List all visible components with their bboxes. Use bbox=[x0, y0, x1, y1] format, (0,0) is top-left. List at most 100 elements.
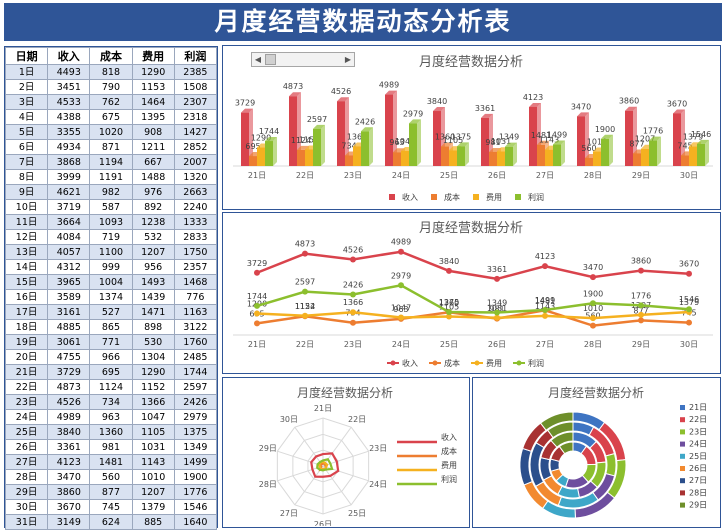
data-label: 1375 bbox=[451, 132, 471, 141]
bar bbox=[641, 148, 649, 166]
bar-side bbox=[609, 134, 613, 166]
legend-label: 27日 bbox=[689, 476, 707, 485]
data-label: 3361 bbox=[475, 104, 495, 113]
value-cell: 695 bbox=[89, 364, 133, 380]
value-cell: 1374 bbox=[89, 289, 133, 305]
bar-side bbox=[681, 109, 685, 166]
table-row: 22日 4873 1124 1152 2597 bbox=[4, 379, 218, 395]
scroll-thumb[interactable] bbox=[265, 54, 276, 65]
slice bbox=[547, 421, 574, 439]
scroll-left-icon[interactable]: ◀ bbox=[254, 55, 262, 64]
data-label: 734 bbox=[341, 141, 356, 150]
data-point bbox=[542, 312, 548, 319]
data-label: 1124 bbox=[295, 302, 315, 311]
legend-swatch bbox=[680, 502, 685, 508]
data-label: 4123 bbox=[535, 252, 555, 261]
value-cell: 1488 bbox=[131, 169, 175, 185]
bar-side bbox=[273, 137, 277, 166]
data-point bbox=[350, 291, 356, 298]
date-range-scrollbar[interactable]: ◀ ▶ bbox=[251, 52, 355, 67]
tick-label: 25日 bbox=[348, 509, 366, 518]
bar bbox=[689, 146, 697, 166]
scroll-right-icon[interactable]: ▶ bbox=[344, 55, 352, 64]
data-point bbox=[686, 270, 692, 277]
data-label: 2597 bbox=[295, 278, 315, 287]
tick-label: 29日 bbox=[632, 340, 650, 349]
value-cell: 1020 bbox=[89, 124, 133, 140]
bar bbox=[393, 152, 401, 166]
value-cell: 734 bbox=[89, 394, 133, 410]
data-label: 1375 bbox=[439, 298, 459, 307]
bar-top bbox=[297, 145, 309, 150]
data-label: 1481 bbox=[531, 131, 551, 140]
value-cell: 982 bbox=[89, 184, 133, 200]
value-cell: 963 bbox=[89, 409, 133, 425]
value-cell: 1349 bbox=[173, 439, 218, 455]
value-cell: 1105 bbox=[131, 424, 175, 440]
date-cell: 4日 bbox=[4, 109, 49, 125]
date-cell: 16日 bbox=[4, 289, 49, 305]
tick-label: 26日 bbox=[488, 171, 506, 180]
data-label: 3470 bbox=[571, 102, 591, 111]
legend-swatch bbox=[389, 194, 395, 200]
bar-side bbox=[393, 90, 397, 166]
value-cell: 1900 bbox=[173, 469, 218, 485]
data-label: 1349 bbox=[499, 133, 519, 142]
legend-label: 费用 bbox=[441, 460, 457, 470]
date-cell: 28日 bbox=[4, 469, 49, 485]
data-label: 1360 bbox=[435, 133, 455, 142]
value-cell: 885 bbox=[131, 514, 175, 530]
data-point bbox=[590, 274, 596, 281]
table-row: 30日 3670 745 1379 1546 bbox=[4, 499, 218, 515]
data-label: 4526 bbox=[331, 87, 351, 96]
table-row: 10日 3719 587 892 2240 bbox=[4, 199, 218, 215]
legend-label: 26日 bbox=[689, 464, 707, 473]
table-row: 31日 3149 624 885 1640 bbox=[4, 514, 218, 530]
bar bbox=[361, 131, 369, 166]
value-cell: 776 bbox=[173, 289, 218, 305]
value-cell: 1163 bbox=[173, 304, 218, 320]
legend-label: 成本 bbox=[444, 192, 460, 202]
legend-label: 费用 bbox=[486, 358, 502, 368]
value-cell: 1004 bbox=[89, 274, 133, 290]
value-cell: 2597 bbox=[173, 379, 218, 395]
table-row: 5日 3355 1020 908 1427 bbox=[4, 124, 218, 140]
value-cell: 3999 bbox=[47, 169, 91, 185]
bar bbox=[265, 141, 273, 166]
date-cell: 27日 bbox=[4, 454, 49, 470]
data-label: 3860 bbox=[619, 97, 639, 106]
tick-label: 23日 bbox=[369, 444, 387, 453]
bar-side bbox=[585, 112, 589, 166]
bar-top bbox=[673, 109, 685, 114]
table-row: 6日 4934 871 1211 2852 bbox=[4, 139, 218, 155]
date-cell: 21日 bbox=[4, 364, 49, 380]
value-cell: 1047 bbox=[131, 409, 175, 425]
data-label: 1481 bbox=[535, 296, 555, 305]
legend-label: 利润 bbox=[528, 192, 544, 202]
table-row: 23日 4526 734 1366 2426 bbox=[4, 394, 218, 410]
spoke bbox=[322, 465, 352, 506]
value-cell: 3965 bbox=[47, 274, 91, 290]
legend-label: 22日 bbox=[689, 415, 707, 424]
value-cell: 1750 bbox=[173, 244, 218, 260]
data-point bbox=[638, 317, 644, 324]
data-label: 1499 bbox=[535, 296, 555, 305]
value-cell: 892 bbox=[131, 199, 175, 215]
bar bbox=[577, 116, 585, 166]
value-cell: 1395 bbox=[131, 109, 175, 125]
bar-side bbox=[561, 140, 565, 166]
data-label: 963 bbox=[389, 138, 404, 147]
data-point bbox=[398, 314, 404, 321]
value-cell: 1207 bbox=[131, 484, 175, 500]
table-row: 13日 4057 1100 1207 1750 bbox=[4, 244, 218, 260]
data-label: 1105 bbox=[439, 303, 459, 312]
data-label: 877 bbox=[629, 139, 644, 148]
tick-label: 26日 bbox=[314, 520, 332, 526]
bar bbox=[681, 155, 689, 166]
data-label: 981 bbox=[485, 138, 500, 147]
tick-label: 27日 bbox=[280, 509, 298, 518]
data-point bbox=[302, 288, 308, 295]
data-label: 4989 bbox=[391, 238, 411, 247]
bar bbox=[345, 155, 353, 166]
value-cell: 2357 bbox=[173, 259, 218, 275]
